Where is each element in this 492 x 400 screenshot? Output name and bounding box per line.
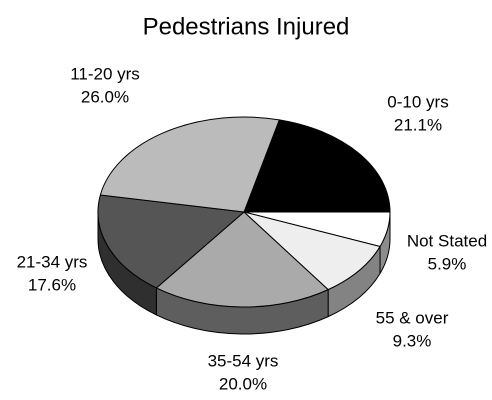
- slice-label: 55 & over: [376, 308, 449, 327]
- slice: [97, 194, 245, 289]
- slice-label: 21-34 yrs: [17, 252, 88, 271]
- slice: [243, 119, 391, 213]
- slice-label: 0-10 yrs: [387, 92, 448, 111]
- slice: [99, 116, 280, 213]
- slice-label: 35-54 yrs: [208, 351, 279, 370]
- slice: [155, 211, 329, 308]
- slice-value-label: 26.0%: [81, 87, 129, 106]
- slice-value-label: 20.0%: [219, 374, 267, 393]
- slice-value-label: 21.1%: [394, 115, 442, 134]
- slice-label: Not Stated: [407, 231, 487, 250]
- slice-label: 11-20 yrs: [70, 64, 140, 83]
- slice-value-label: 9.3%: [393, 331, 432, 350]
- slice-value-label: 17.6%: [28, 275, 76, 294]
- slice: [243, 211, 381, 291]
- slice-value-label: 5.9%: [428, 254, 467, 273]
- chart-title: Pedestrians Injured: [143, 13, 350, 40]
